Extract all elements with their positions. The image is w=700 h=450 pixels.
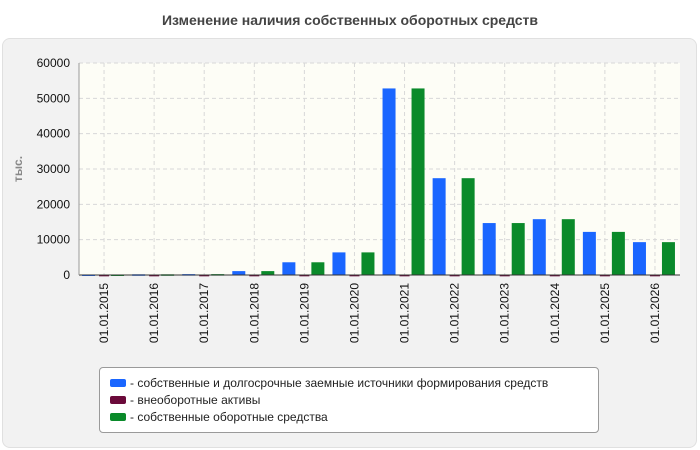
bar-noncurrent-assets	[249, 274, 260, 277]
legend-label-sources: - собственные и долгосрочные заемные ист…	[130, 375, 549, 390]
x-tick-label: 01.01.2020	[347, 283, 361, 343]
legend-label-working-capital: - собственные оборотные средства	[130, 409, 328, 424]
bar-working-capital	[361, 252, 375, 275]
x-tick-label: 01.01.2023	[498, 283, 512, 343]
x-tick-label: 01.01.2025	[598, 283, 612, 343]
bar-noncurrent-assets	[199, 274, 210, 277]
bar-noncurrent-assets	[649, 274, 660, 277]
bar-noncurrent-assets	[599, 274, 610, 277]
bar-noncurrent-assets	[99, 274, 110, 277]
x-tick-label: 01.01.2016	[147, 283, 161, 343]
y-axis-label: тыс.	[11, 156, 25, 182]
y-tick-label: 0	[63, 268, 70, 282]
x-tick-label: 01.01.2018	[247, 283, 261, 343]
x-tick-label: 01.01.2026	[648, 283, 662, 343]
bar-working-capital	[511, 223, 525, 275]
x-tick-label: 01.01.2022	[448, 283, 462, 343]
bar-sources	[482, 223, 496, 275]
bar-working-capital	[561, 219, 575, 275]
legend-swatch-sources	[110, 378, 126, 387]
legend-label-noncurrent-assets: - внеоборотные активы	[130, 392, 261, 407]
y-tick-label: 60000	[37, 56, 71, 70]
bar-sources	[532, 219, 546, 275]
bar-noncurrent-assets	[549, 274, 560, 277]
bar-sources	[632, 242, 646, 275]
bar-noncurrent-assets	[299, 274, 310, 277]
x-tick-label: 01.01.2017	[197, 283, 211, 343]
bar-working-capital	[461, 178, 475, 275]
legend: - собственные и долгосрочные заемные ист…	[99, 367, 599, 433]
bar-working-capital	[611, 231, 625, 275]
bar-noncurrent-assets	[499, 274, 510, 277]
legend-item-noncurrent-assets[interactable]: - внеоборотные активы	[110, 391, 598, 408]
x-tick-label: 01.01.2015	[97, 283, 111, 343]
y-tick-label: 40000	[37, 127, 71, 141]
bar-noncurrent-assets	[349, 274, 360, 277]
bar-working-capital	[311, 262, 325, 275]
legend-item-sources[interactable]: - собственные и долгосрочные заемные ист…	[110, 374, 598, 391]
bar-sources	[382, 88, 396, 275]
y-tick-label: 20000	[37, 197, 71, 211]
y-tick-label: 50000	[37, 91, 71, 105]
bar-working-capital	[411, 88, 425, 275]
x-tick-label: 01.01.2021	[398, 283, 412, 343]
chart-title: Изменение наличия собственных оборотных …	[161, 12, 539, 28]
bar-noncurrent-assets	[449, 274, 460, 277]
bar-sources	[332, 252, 346, 275]
bar-sources	[432, 178, 446, 275]
legend-swatch-working-capital	[110, 412, 126, 421]
y-tick-label: 10000	[37, 233, 71, 247]
x-tick-label: 01.01.2019	[297, 283, 311, 343]
y-tick-label: 30000	[37, 162, 71, 176]
legend-swatch-noncurrent-assets	[110, 395, 126, 404]
bar-working-capital	[261, 271, 275, 275]
bar-sources	[232, 271, 246, 275]
bar-noncurrent-assets	[149, 274, 160, 277]
legend-item-working-capital[interactable]: - собственные оборотные средства	[110, 408, 598, 425]
bar-working-capital	[661, 242, 675, 275]
bar-noncurrent-assets	[399, 274, 410, 277]
bar-sources	[282, 262, 296, 275]
bar-sources	[582, 231, 596, 275]
x-tick-label: 01.01.2024	[548, 283, 562, 343]
